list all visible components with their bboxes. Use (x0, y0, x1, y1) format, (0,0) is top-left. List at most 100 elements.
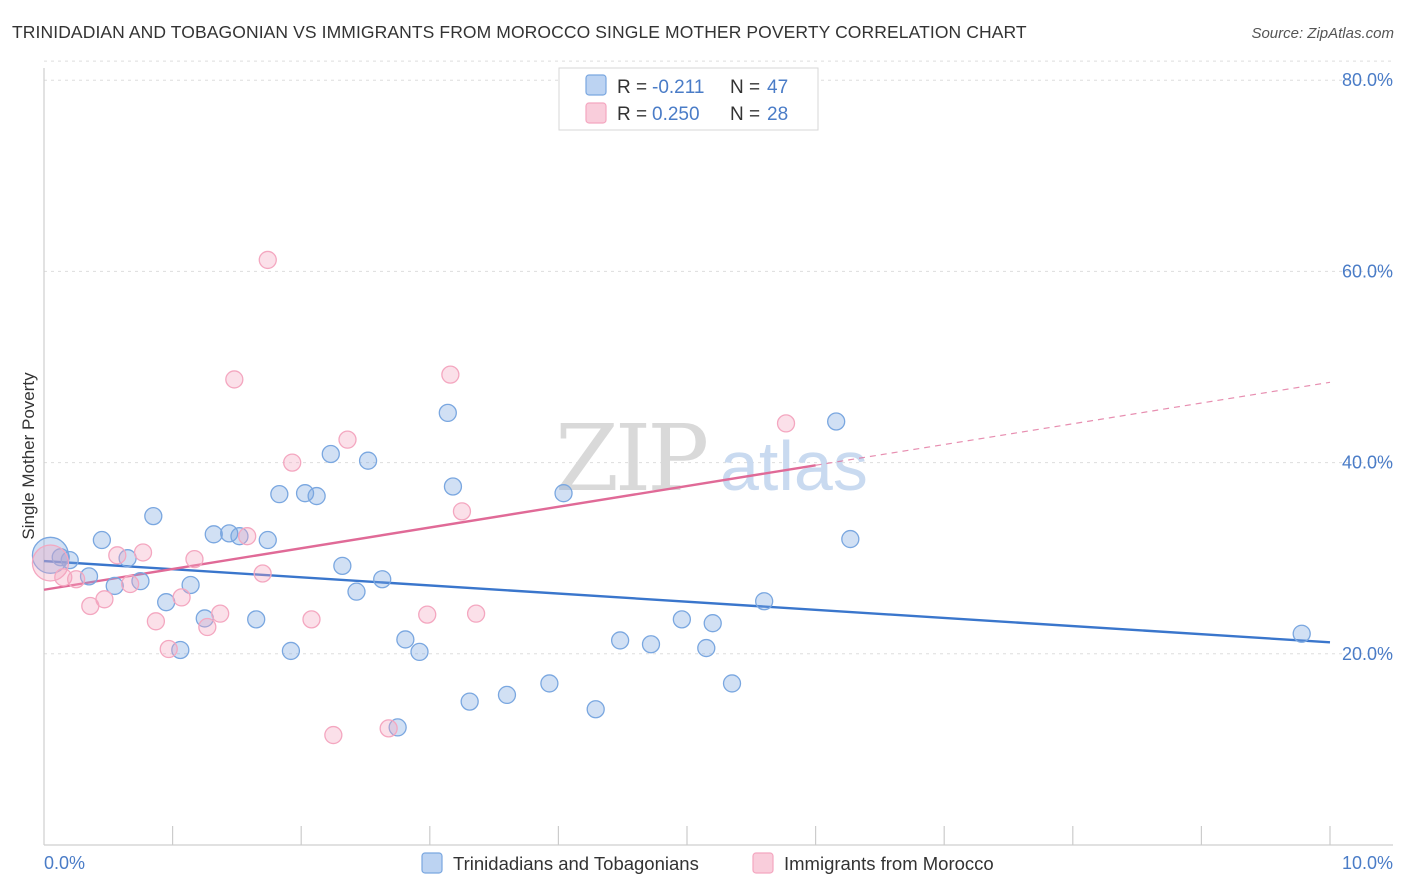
y-axis-label: Single Mother Poverty (19, 372, 38, 540)
data-point-series-1 (452, 502, 472, 521)
data-point-series-1 (776, 414, 796, 433)
data-point-series-1 (324, 725, 343, 745)
y-tick-label: 60.0% (1342, 261, 1393, 281)
data-point-series-0 (204, 525, 223, 544)
data-point-series-0 (1292, 624, 1311, 643)
data-point-series-1 (67, 570, 86, 589)
data-point-series-1 (225, 370, 244, 389)
data-point-series-0 (443, 477, 463, 496)
legend-box: R = -0.211 N = 47 R = 0.250 N = 28 (558, 67, 819, 131)
data-point-series-1 (146, 612, 166, 631)
data-point-series-0 (722, 674, 742, 693)
data-point-series-0 (755, 592, 774, 611)
data-point-series-0 (410, 642, 429, 662)
data-point-series-0 (60, 550, 79, 570)
data-point-series-1 (238, 527, 257, 546)
data-point-series-0 (333, 556, 352, 575)
data-point-series-1 (418, 605, 437, 624)
data-point-series-0 (144, 506, 163, 526)
data-point-series-0 (92, 530, 112, 550)
legend-r-value-morocco: 0.250 (652, 104, 700, 125)
legend-n-value-morocco: 28 (767, 104, 788, 125)
bottom-legend: Trinidadians and Tobagonians Immigrants … (421, 852, 994, 874)
chart-source: Source: ZipAtlas.com (1251, 25, 1394, 42)
data-point-series-0 (347, 582, 366, 601)
trend-line-series-1 (43, 464, 816, 591)
data-point-series-0 (554, 484, 573, 503)
data-point-series-0 (373, 570, 392, 589)
data-point-series-1 (211, 604, 230, 623)
data-point-series-0 (610, 631, 630, 650)
data-point-series-1 (441, 365, 460, 384)
data-point-series-0 (438, 403, 457, 423)
bottom-legend-label-morocco: Immigrants from Morocco (784, 853, 994, 874)
data-point-series-1 (253, 564, 272, 583)
x-tick-labels: 0.0% 10.0% (44, 853, 1393, 873)
data-point-series-0 (230, 527, 249, 546)
data-point-series-0 (641, 635, 661, 654)
data-point-series-1 (172, 588, 191, 607)
data-point-series-0 (358, 451, 378, 470)
x-tick-label-min: 0.0% (44, 853, 85, 873)
data-point-series-0 (220, 524, 239, 543)
legend-swatch-morocco (585, 102, 607, 124)
data-point-series-1 (121, 574, 140, 594)
y-tick-label: 80.0% (1342, 70, 1393, 90)
data-point-series-0 (396, 630, 415, 649)
data-point-series-0 (841, 529, 860, 549)
data-point-series-1 (159, 639, 178, 659)
data-point-series-0 (697, 638, 716, 658)
data-point-series-0 (295, 484, 315, 503)
data-point-series-0 (540, 674, 559, 693)
data-point-series-1 (283, 453, 302, 472)
data-points (31, 250, 1311, 745)
legend-r-value-trinidadians: -0.211 (652, 77, 704, 98)
data-point-series-0 (321, 444, 340, 464)
legend-swatch-trinidadians (585, 74, 607, 96)
legend-n-label-2: N = (730, 104, 760, 125)
data-point-series-0 (672, 610, 692, 629)
x-tick-label-max: 10.0% (1342, 853, 1393, 873)
bottom-legend-swatch-morocco (752, 852, 774, 874)
data-point-series-1 (379, 719, 398, 738)
x-ticks (172, 826, 1331, 845)
legend-n-label-1: N = (730, 77, 760, 98)
y-ticks: 20.0% 40.0% 60.0% 80.0% (1342, 70, 1393, 664)
data-point-series-0 (131, 571, 150, 591)
data-point-series-1 (95, 590, 114, 609)
data-point-series-0 (281, 641, 301, 661)
data-point-series-1 (31, 544, 70, 582)
data-point-series-1 (466, 604, 486, 623)
legend-r-label-2: R = (617, 104, 647, 125)
data-point-series-0 (703, 614, 722, 633)
data-point-series-0 (105, 576, 124, 596)
data-point-series-0 (181, 575, 200, 595)
axes (43, 68, 1393, 846)
data-point-series-0 (258, 530, 277, 550)
data-point-series-0 (157, 593, 176, 612)
data-point-series-0 (460, 692, 479, 711)
data-point-series-1 (108, 546, 127, 565)
trend-line-series-0 (43, 559, 1331, 644)
chart-title: TRINIDADIAN AND TOBAGONIAN VS IMMIGRANTS… (12, 22, 1027, 42)
data-point-series-0 (247, 610, 266, 629)
trend-line-dashed-series-1 (815, 381, 1331, 466)
data-point-series-1 (133, 543, 153, 562)
grid-lines (44, 60, 1393, 655)
data-point-series-1 (198, 617, 217, 637)
watermark: ZIP atlas (555, 405, 868, 512)
y-tick-label: 20.0% (1342, 644, 1393, 664)
data-point-series-0 (827, 412, 846, 431)
data-point-series-1 (258, 250, 277, 270)
data-point-series-0 (307, 486, 326, 506)
data-point-series-1 (185, 550, 204, 569)
data-point-series-1 (302, 610, 321, 629)
data-point-series-0 (270, 484, 289, 504)
y-tick-label: 40.0% (1342, 453, 1393, 473)
data-point-series-0 (497, 685, 517, 705)
watermark-atlas: atlas (720, 427, 868, 505)
trend-lines (43, 381, 1331, 644)
bottom-legend-swatch-trinidadians (421, 852, 443, 874)
legend-r-label-1: R = (617, 77, 647, 98)
